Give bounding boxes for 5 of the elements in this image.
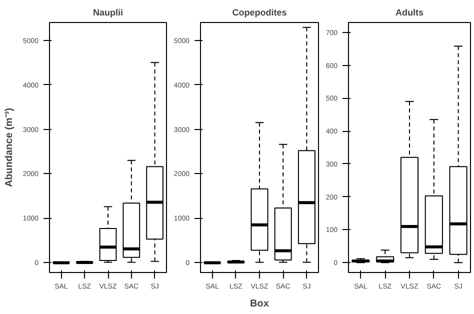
chart-title: Nauplii <box>93 8 124 18</box>
y-axis-title: Abundance (m⁻³) <box>4 108 15 188</box>
chart-title: Adults <box>396 8 424 18</box>
x-axis-title: Box <box>250 298 270 310</box>
chart-title: Copepodites <box>232 8 287 18</box>
